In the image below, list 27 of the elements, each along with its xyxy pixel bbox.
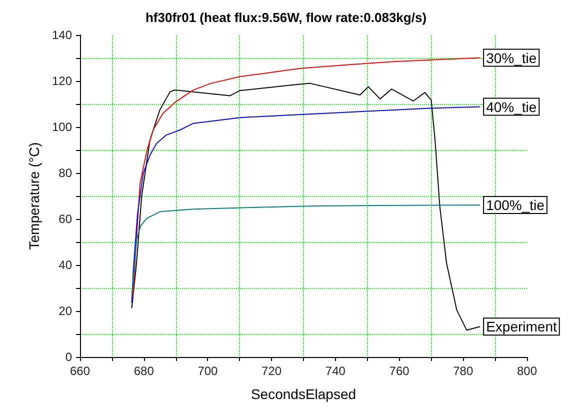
series-label: 40%_tie bbox=[486, 98, 537, 115]
x-tick-label: 720 bbox=[262, 364, 282, 378]
x-tick-label: 700 bbox=[198, 364, 218, 378]
x-tick-label: 780 bbox=[453, 364, 474, 378]
y-tick-label: 140 bbox=[52, 28, 72, 42]
series-label: 100%_tie bbox=[486, 196, 545, 213]
y-tick-label: 20 bbox=[58, 304, 72, 318]
y-tick-label: 0 bbox=[65, 350, 72, 364]
series-label: Experiment bbox=[486, 318, 557, 335]
line-series bbox=[131, 106, 481, 304]
y-tick-label: 60 bbox=[58, 212, 72, 226]
y-tick-label: 120 bbox=[52, 74, 72, 88]
x-tick-label: 800 bbox=[516, 364, 538, 378]
x-tick-label: 740 bbox=[325, 364, 346, 378]
y-tick-label: 40 bbox=[58, 258, 72, 272]
chart-title: hf30fr01 (heat flux:9.56W, flow rate:0.083kg/s) bbox=[145, 10, 427, 25]
y-tick-label: 100 bbox=[52, 120, 72, 134]
x-tick-label: 760 bbox=[389, 364, 410, 378]
line-series bbox=[131, 204, 481, 298]
x-tick-label: 680 bbox=[134, 364, 154, 378]
line-series bbox=[131, 82, 481, 331]
series-label: 30%_tie bbox=[486, 50, 537, 66]
line-series bbox=[132, 57, 481, 300]
y-tick-label: 80 bbox=[58, 166, 72, 180]
x-tick-label: 660 bbox=[70, 364, 90, 378]
y-axis-title: Temperature (°C) bbox=[26, 142, 42, 250]
x-axis-title: SecondsElapsed bbox=[250, 386, 356, 402]
